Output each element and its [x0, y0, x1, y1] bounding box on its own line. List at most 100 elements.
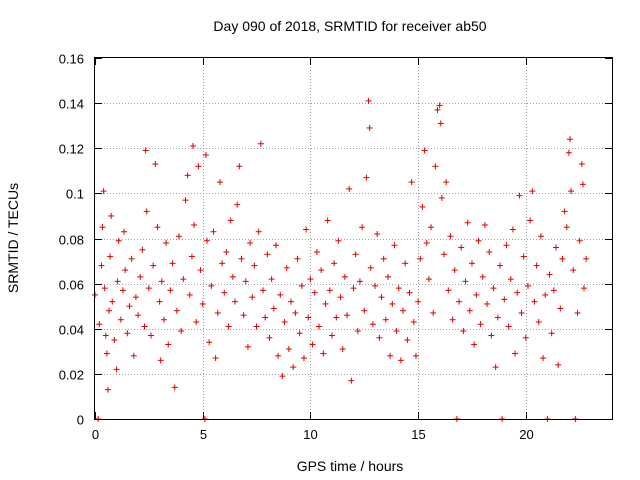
- data-point: [369, 321, 376, 328]
- data-point: [208, 282, 215, 289]
- data-point: [292, 309, 299, 316]
- data-point: [135, 312, 142, 319]
- x-axis-label: GPS time / hours: [297, 458, 404, 474]
- data-point: [494, 314, 501, 321]
- data-point: [350, 285, 357, 292]
- data-point: [139, 246, 146, 253]
- data-point: [479, 273, 486, 280]
- data-point: [402, 260, 409, 267]
- data-point: [188, 253, 195, 260]
- data-point: [419, 203, 426, 210]
- data-point: [410, 318, 417, 325]
- data-point: [449, 316, 456, 323]
- data-point: [434, 106, 441, 113]
- data-point: [531, 298, 538, 305]
- data-point: [285, 346, 292, 353]
- data-point: [520, 253, 527, 260]
- y-tick-label: 0.02: [59, 368, 84, 383]
- data-point: [260, 287, 267, 294]
- data-point: [501, 296, 508, 303]
- data-point: [425, 276, 432, 283]
- data-point: [382, 316, 389, 323]
- data-point: [563, 224, 570, 231]
- y-tick-label: 0.06: [59, 278, 84, 293]
- data-point: [430, 309, 437, 316]
- data-point: [417, 255, 424, 262]
- data-point: [300, 355, 307, 362]
- data-point: [262, 314, 269, 321]
- data-point: [96, 321, 103, 328]
- data-point: [115, 237, 122, 244]
- data-point: [173, 307, 180, 314]
- data-point: [165, 341, 172, 348]
- data-point: [253, 323, 260, 330]
- data-point: [372, 282, 379, 289]
- data-point: [512, 350, 519, 357]
- data-point: [98, 262, 105, 269]
- data-point: [158, 278, 165, 285]
- data-point: [137, 273, 144, 280]
- data-point: [169, 260, 176, 267]
- data-point: [471, 341, 478, 348]
- data-point: [154, 224, 161, 231]
- data-point: [126, 303, 133, 310]
- data-point: [339, 346, 346, 353]
- data-point: [234, 201, 241, 208]
- data-point: [406, 289, 413, 296]
- data-point: [522, 334, 529, 341]
- data-point: [249, 294, 256, 301]
- data-point: [148, 332, 155, 339]
- data-point: [535, 318, 542, 325]
- data-point: [428, 224, 435, 231]
- data-point: [466, 307, 473, 314]
- data-point: [294, 255, 301, 262]
- data-point: [486, 249, 493, 256]
- data-point: [341, 273, 348, 280]
- data-point: [552, 244, 559, 251]
- data-point: [264, 251, 271, 258]
- data-point: [440, 251, 447, 258]
- data-point: [324, 217, 331, 224]
- data-point: [529, 188, 536, 195]
- data-point: [130, 352, 137, 359]
- y-tick-label: 0.04: [59, 323, 84, 338]
- data-point: [579, 181, 586, 188]
- data-point: [180, 276, 187, 283]
- x-tick-label: 20: [519, 427, 533, 442]
- x-tick-label: 5: [200, 427, 207, 442]
- data-point: [270, 305, 277, 312]
- data-point: [348, 377, 355, 384]
- data-point: [199, 300, 206, 307]
- data-point: [363, 174, 370, 181]
- data-points: [92, 97, 590, 422]
- data-point: [204, 237, 211, 244]
- data-point: [516, 192, 523, 199]
- data-point: [191, 221, 198, 228]
- data-point: [378, 294, 385, 301]
- chart-title: Day 090 of 2018, SRMTID for receiver ab5…: [213, 18, 486, 34]
- data-point: [492, 364, 499, 371]
- data-point: [141, 323, 148, 330]
- data-point: [216, 179, 223, 186]
- data-point: [376, 334, 383, 341]
- data-point: [111, 337, 118, 344]
- data-point: [171, 384, 178, 391]
- data-point: [462, 278, 469, 285]
- data-point: [266, 334, 273, 341]
- data-point: [257, 140, 264, 147]
- data-point: [106, 307, 113, 314]
- data-point: [142, 147, 149, 154]
- data-point: [366, 124, 373, 131]
- y-axis-label: SRMTID / TECUs: [5, 183, 21, 293]
- data-point: [397, 357, 404, 364]
- data-point: [206, 339, 213, 346]
- data-point: [156, 298, 163, 305]
- data-point: [509, 226, 516, 233]
- data-point: [219, 260, 226, 267]
- data-point: [468, 260, 475, 267]
- plot-frame: [94, 57, 613, 420]
- data-point: [374, 230, 381, 237]
- data-point: [576, 237, 583, 244]
- data-point: [565, 149, 572, 156]
